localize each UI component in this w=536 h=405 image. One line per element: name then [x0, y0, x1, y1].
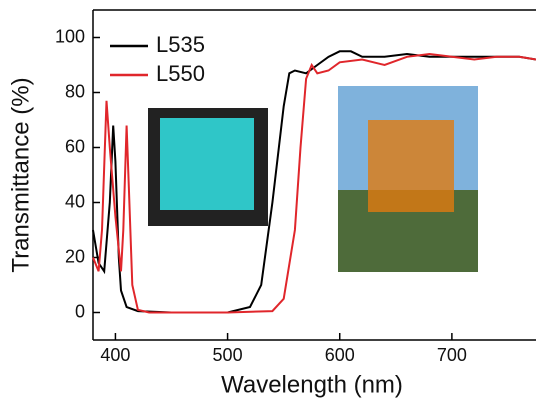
inset-film: [160, 118, 254, 210]
x-axis-label: Wavelength (nm): [221, 371, 403, 398]
y-tick-label: 40: [65, 191, 85, 211]
x-tick-label: 400: [100, 345, 130, 365]
y-tick-label: 80: [65, 81, 85, 101]
y-tick-label: 100: [55, 26, 85, 46]
y-axis-label: Transmittance (%): [7, 77, 34, 272]
x-tick-label: 500: [213, 345, 243, 365]
inset-filter: [368, 120, 454, 212]
chart: Transmittance (%) Wavelength (nm) 0 20 40 6…: [0, 0, 536, 405]
x-tick-label: 700: [437, 345, 467, 365]
x-tick-label: 600: [325, 345, 355, 365]
legend-label: L550: [156, 61, 205, 86]
y-tick-label: 60: [65, 136, 85, 156]
y-tick-label: 0: [75, 301, 85, 321]
legend-label: L535: [156, 32, 205, 57]
y-tick-label: 20: [65, 246, 85, 266]
